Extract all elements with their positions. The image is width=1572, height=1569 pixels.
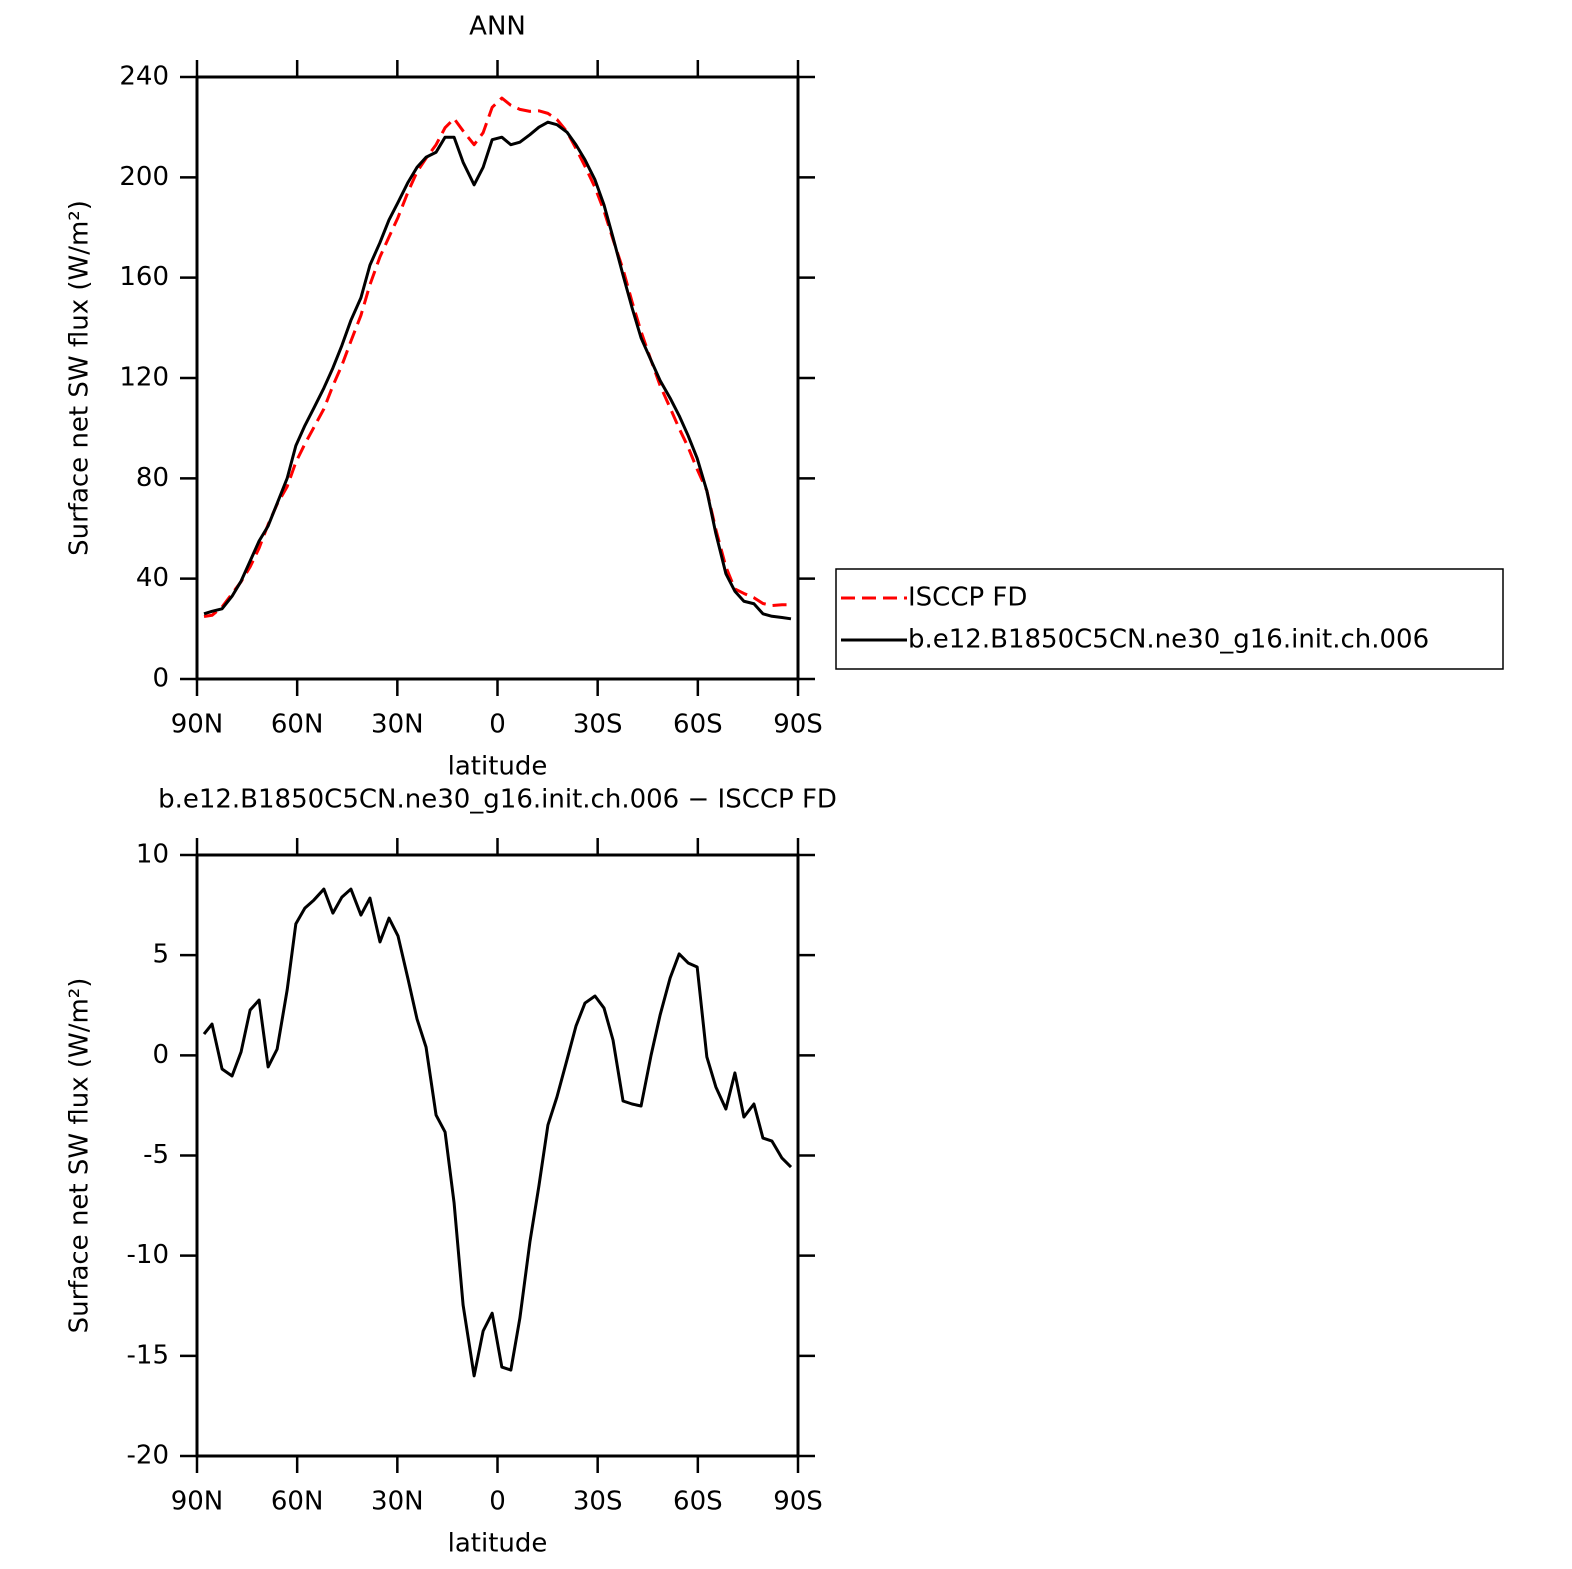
y-tick-label: -15 (127, 1340, 169, 1370)
y-tick-label: 200 (119, 162, 169, 192)
x-tick-label: 90N (171, 710, 224, 740)
x-tick-label: 30N (371, 1487, 424, 1517)
y-tick-label: 240 (119, 62, 169, 92)
x-tick-label: 0 (489, 1487, 506, 1517)
y-tick-label: 10 (136, 840, 169, 870)
y-tick-label: 120 (119, 363, 169, 393)
data-line (202, 887, 793, 1378)
plot-frame (195, 75, 800, 681)
x-tick-label: 90S (773, 1487, 823, 1517)
y-tick-label: 160 (119, 262, 169, 292)
legend-label: ISCCP FD (908, 583, 1027, 613)
data-line (203, 96, 791, 619)
y-tick-label: -5 (143, 1140, 169, 1170)
y-axis-label: Surface net SW flux (W/m²) (65, 200, 95, 556)
x-axis-label: latitude (448, 1529, 548, 1559)
y-tick-label: -10 (127, 1240, 169, 1270)
chart-title: ANN (469, 12, 526, 42)
x-tick-label: 30S (573, 710, 623, 740)
y-tick-label: 5 (152, 940, 169, 970)
y-tick-label: 80 (136, 463, 169, 493)
x-tick-label: 30N (371, 710, 424, 740)
legend-box (835, 568, 1504, 670)
x-tick-label: 60N (271, 710, 324, 740)
x-tick-label: 0 (489, 710, 506, 740)
x-tick-label: 90N (171, 1487, 224, 1517)
y-axis-label: Surface net SW flux (W/m²) (65, 978, 95, 1334)
y-tick-label: -20 (127, 1441, 169, 1471)
chart-title: b.e12.B1850C5CN.ne30_g16.init.ch.006 − I… (158, 785, 837, 815)
data-line (203, 120, 792, 621)
x-tick-label: 60S (673, 710, 723, 740)
y-tick-label: 40 (136, 563, 169, 593)
plot-frame (195, 853, 800, 1458)
x-tick-label: 30S (573, 1487, 623, 1517)
legend-label: b.e12.B1850C5CN.ne30_g16.init.ch.006 (908, 625, 1429, 655)
y-tick-label: 0 (152, 664, 169, 694)
x-axis-label: latitude (448, 752, 548, 782)
x-tick-label: 90S (773, 710, 823, 740)
x-tick-label: 60S (673, 1487, 723, 1517)
x-tick-label: 60N (271, 1487, 324, 1517)
y-tick-label: 0 (152, 1040, 169, 1070)
